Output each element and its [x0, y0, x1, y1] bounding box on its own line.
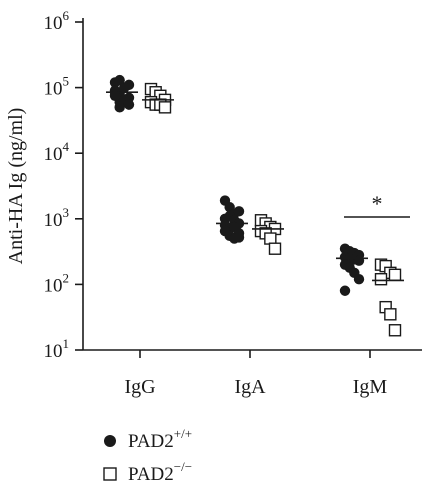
legend-marker-open-square [103, 467, 117, 481]
legend-item: PAD2−/− [103, 459, 192, 485]
y-tick-base: 10 [44, 79, 63, 100]
x-tick-label: IgG [124, 376, 155, 398]
y-tick-base: 10 [44, 13, 63, 34]
data-point-igm-wt [339, 285, 351, 296]
y-axis-label: Anti-HA Ig (ng/ml) [5, 108, 27, 265]
legend-label: PAD2−/− [128, 459, 192, 485]
data-point-igm-wt [353, 274, 365, 285]
significance-marker: * [372, 191, 383, 216]
data-points [109, 74, 402, 337]
legend-label-superscript: −/− [174, 459, 192, 474]
data-point-igm-ko [384, 308, 397, 321]
data-point-igg-ko [158, 101, 172, 114]
data-point-igg-wt [109, 90, 121, 101]
data-point-igg-wt [123, 99, 135, 110]
y-tick-exponent: 5 [63, 74, 70, 89]
x-tick-label: IgM [353, 376, 388, 398]
x-ticks: IgG IgA IgM [124, 350, 387, 398]
y-tick-exponent: 4 [63, 139, 70, 154]
legend-label-superscript: +/+ [174, 426, 192, 441]
data-point-iga-wt [233, 232, 245, 243]
data-point-igm-wt [353, 255, 365, 266]
y-tick-exponent: 2 [63, 270, 70, 285]
data-point-igg-wt [114, 74, 125, 86]
legend-item: PAD2+/+ [104, 426, 192, 452]
significance-annotations: * [344, 191, 410, 218]
legend-label: PAD2+/+ [128, 426, 192, 452]
y-tick-label: 103 [44, 205, 70, 231]
legend-marker-filled-circle [104, 435, 116, 447]
y-tick-base: 10 [44, 210, 63, 231]
y-tick-base: 10 [44, 341, 63, 362]
y-tick-exponent: 6 [63, 8, 70, 23]
data-point-iga-wt [233, 206, 245, 217]
y-tick-label: 102 [44, 270, 70, 296]
data-point-igm-ko [388, 324, 402, 337]
y-tick-exponent: 1 [63, 336, 70, 351]
data-point-iga-ko [268, 242, 282, 255]
legend-label-base: PAD2 [128, 431, 174, 452]
y-tick-label: 101 [44, 336, 70, 362]
data-point-iga-ko [264, 232, 277, 245]
data-point-igg-wt [119, 82, 130, 93]
legend: PAD2+/+PAD2−/− [103, 426, 192, 485]
x-tick-label: IgA [234, 376, 266, 398]
y-tick-base: 10 [44, 144, 63, 165]
data-point-igm-ko [374, 273, 388, 286]
y-tick-label: 104 [44, 139, 70, 165]
y-tick-label: 105 [44, 74, 70, 100]
y-tick-exponent: 3 [63, 205, 70, 220]
y-tick-label: 106 [44, 8, 70, 34]
data-point-igg-wt [114, 102, 125, 113]
y-tick-base: 10 [44, 275, 63, 296]
data-point-igm-ko [388, 268, 402, 282]
mean-lines [106, 91, 404, 282]
legend-label-base: PAD2 [128, 464, 174, 485]
